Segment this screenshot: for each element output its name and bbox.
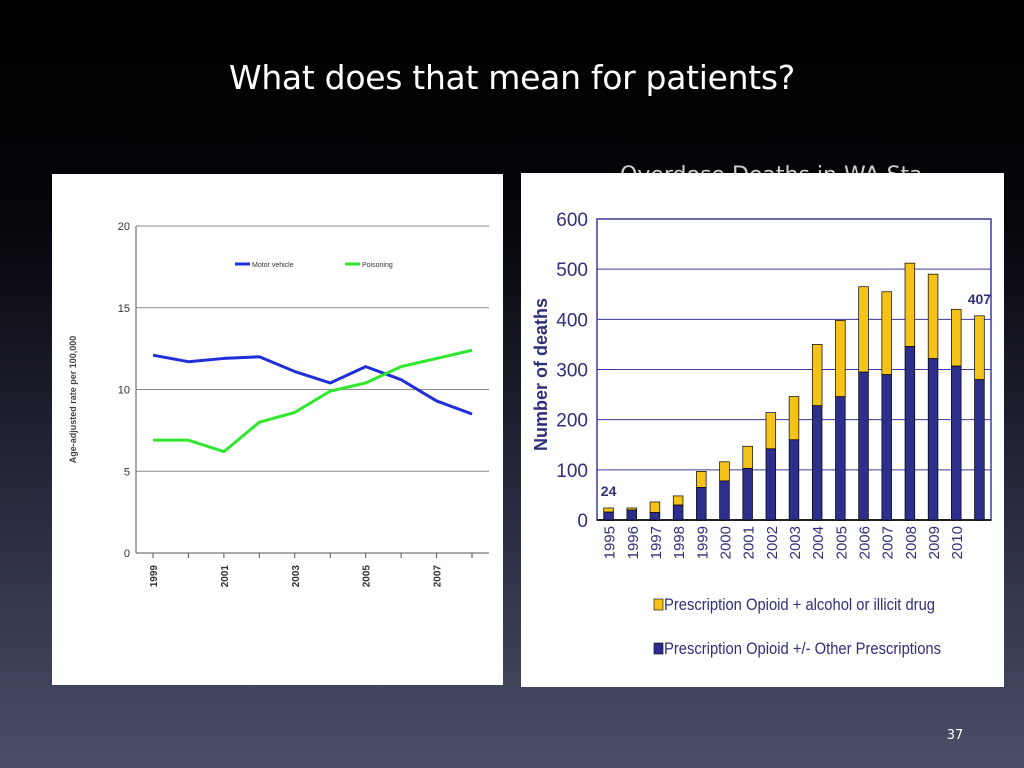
line-chart: 0 5 10 15 20 1999 2001 2003 2005 2007 Age-adjusted… xyxy=(68,221,489,588)
y-tick-label: 0 xyxy=(577,511,588,532)
bar-base xyxy=(858,371,869,521)
bar-top xyxy=(603,507,614,513)
bar-base xyxy=(603,511,614,521)
x-tick-label: 1997 xyxy=(648,526,665,559)
bar-base xyxy=(672,504,684,521)
x-tick-label: 2001 xyxy=(220,565,231,588)
y-tick-label: 0 xyxy=(124,548,130,560)
bar-base xyxy=(927,358,939,521)
x-tick-label: 2000 xyxy=(717,526,734,559)
bar-top xyxy=(835,319,846,397)
bar-base xyxy=(811,405,823,521)
x-tick-label: 1999 xyxy=(694,526,711,559)
data-label: 24 xyxy=(601,483,617,499)
bar-top xyxy=(672,495,684,506)
x-tick-label: 1998 xyxy=(671,526,688,559)
x-tick-label: 2003 xyxy=(291,565,302,588)
bar-base xyxy=(788,439,800,521)
legend-swatch xyxy=(653,598,664,611)
x-tick-label: 1996 xyxy=(625,526,642,559)
x-tick-label: 2005 xyxy=(362,565,373,588)
y-tick-label: 500 xyxy=(556,260,588,281)
bar-top xyxy=(788,396,800,441)
bar-base xyxy=(742,467,753,521)
legend-label: Prescription Opioid +/- Other Prescripti… xyxy=(664,639,941,658)
y-tick-label: 10 xyxy=(118,385,130,397)
y-tick-label: 400 xyxy=(556,310,588,331)
x-tick-label: 2003 xyxy=(787,526,804,559)
x-tick-label: 2002 xyxy=(764,526,781,559)
x-tick-label: 2007 xyxy=(880,526,897,559)
x-tick-label: 2010 xyxy=(949,526,966,559)
line-chart-panel: 0 5 10 15 20 1999 2001 2003 2005 2007 Age-adjusted… xyxy=(52,174,503,685)
bar-top xyxy=(742,445,753,469)
x-tick-label: 1999 xyxy=(149,565,160,588)
legend-swatch xyxy=(653,642,664,655)
bar-top xyxy=(881,291,892,375)
bar-top xyxy=(719,461,730,482)
bar-top xyxy=(626,507,637,511)
x-tick-label: 2005 xyxy=(833,526,850,559)
legend-label: Motor vehicle xyxy=(252,262,294,269)
x-tick-label: 2006 xyxy=(857,526,874,559)
bar-base xyxy=(696,487,707,521)
bar-base xyxy=(626,509,637,521)
series-line-2 xyxy=(153,348,473,454)
hidden-subtitle: Overdose Deaths in WA State xyxy=(620,163,920,175)
bar-top xyxy=(974,315,985,380)
bar-top xyxy=(811,344,823,406)
page-number: 37 xyxy=(946,728,964,743)
y-tick-label: 600 xyxy=(556,210,588,231)
bar-top xyxy=(951,308,962,367)
bar-base xyxy=(974,379,985,521)
bar-base xyxy=(765,448,777,521)
bar-base xyxy=(649,512,661,521)
y-tick-label: 15 xyxy=(118,303,130,315)
y-tick-label: 20 xyxy=(118,221,130,233)
bar-chart: 0 100 200 300 400 500 600 Number of deaths 1995 1… xyxy=(531,210,992,658)
bar-top xyxy=(649,501,661,513)
slide-title: What does that mean for patients? xyxy=(228,58,795,97)
bar-base xyxy=(881,374,892,521)
bar-base xyxy=(719,480,730,521)
y-tick-label: 100 xyxy=(556,461,588,482)
legend-label: Prescription Opioid + alcohol or illicit… xyxy=(664,595,935,614)
bar-base xyxy=(904,346,916,521)
bar-base xyxy=(835,396,846,521)
x-tick-label: 1995 xyxy=(602,526,619,559)
bar-chart-panel: 0 100 200 300 400 500 600 Number of deaths 1995 1… xyxy=(521,173,1004,687)
y-axis-label: Number of deaths xyxy=(531,298,551,451)
x-tick-label: 2009 xyxy=(926,526,943,559)
y-tick-label: 5 xyxy=(124,466,130,478)
x-tick-label: 2004 xyxy=(810,526,827,559)
y-tick-label: 200 xyxy=(556,411,588,432)
bar-top xyxy=(858,286,869,373)
bar-base xyxy=(951,365,962,521)
bar-top xyxy=(765,412,777,450)
y-axis-label: Age-adjusted rate per 100,000 xyxy=(68,336,78,464)
bar-top xyxy=(696,470,707,488)
bar-top xyxy=(927,273,939,359)
legend-label: Poisoning xyxy=(362,262,393,269)
data-label: 407 xyxy=(968,291,992,307)
x-tick-label: 2008 xyxy=(903,526,920,559)
y-tick-label: 300 xyxy=(556,361,588,382)
x-tick-label: 2001 xyxy=(741,526,758,559)
bar-top xyxy=(904,262,916,347)
series-line-1 xyxy=(152,353,473,416)
x-tick-label: 2007 xyxy=(433,565,444,588)
